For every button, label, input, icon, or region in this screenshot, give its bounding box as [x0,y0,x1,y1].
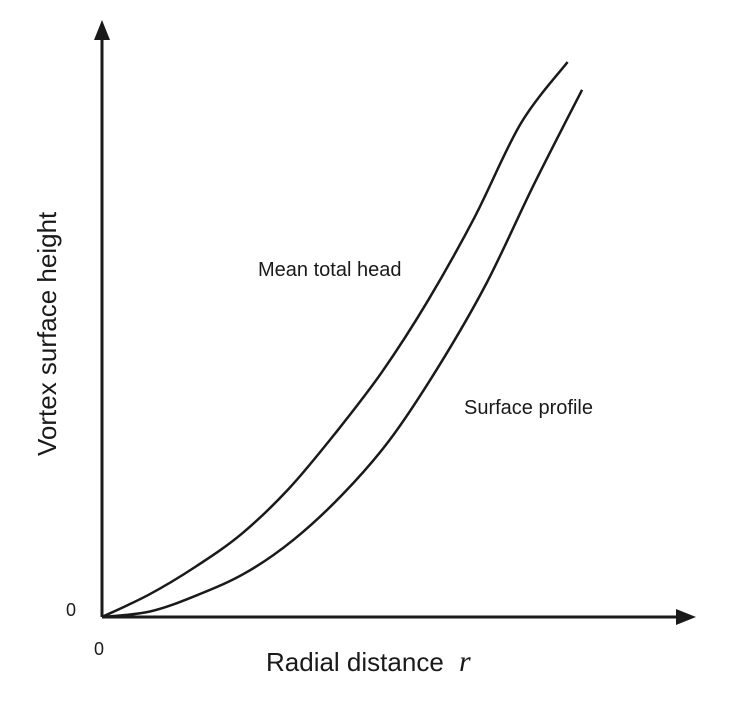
x-origin-tick-label: 0 [94,639,104,659]
series-line-mean-total-head [101,61,569,619]
y-axis-arrow-icon [94,20,110,40]
y-origin-tick-label: 0 [66,600,76,620]
axes [94,20,696,625]
series-label-surface-profile: Surface profile [464,397,593,419]
x-axis-title: Radial distance r [266,645,471,678]
x-axis-title-text: Radial distance [266,647,444,677]
series-label-mean-total-head: Mean total head [258,259,401,281]
x-axis-arrow-icon [676,609,696,625]
series-line-surface-profile [101,89,584,619]
x-axis-symbol: r [459,645,471,678]
y-axis-title: Vortex surface height [32,211,62,456]
series-layer [101,61,584,619]
